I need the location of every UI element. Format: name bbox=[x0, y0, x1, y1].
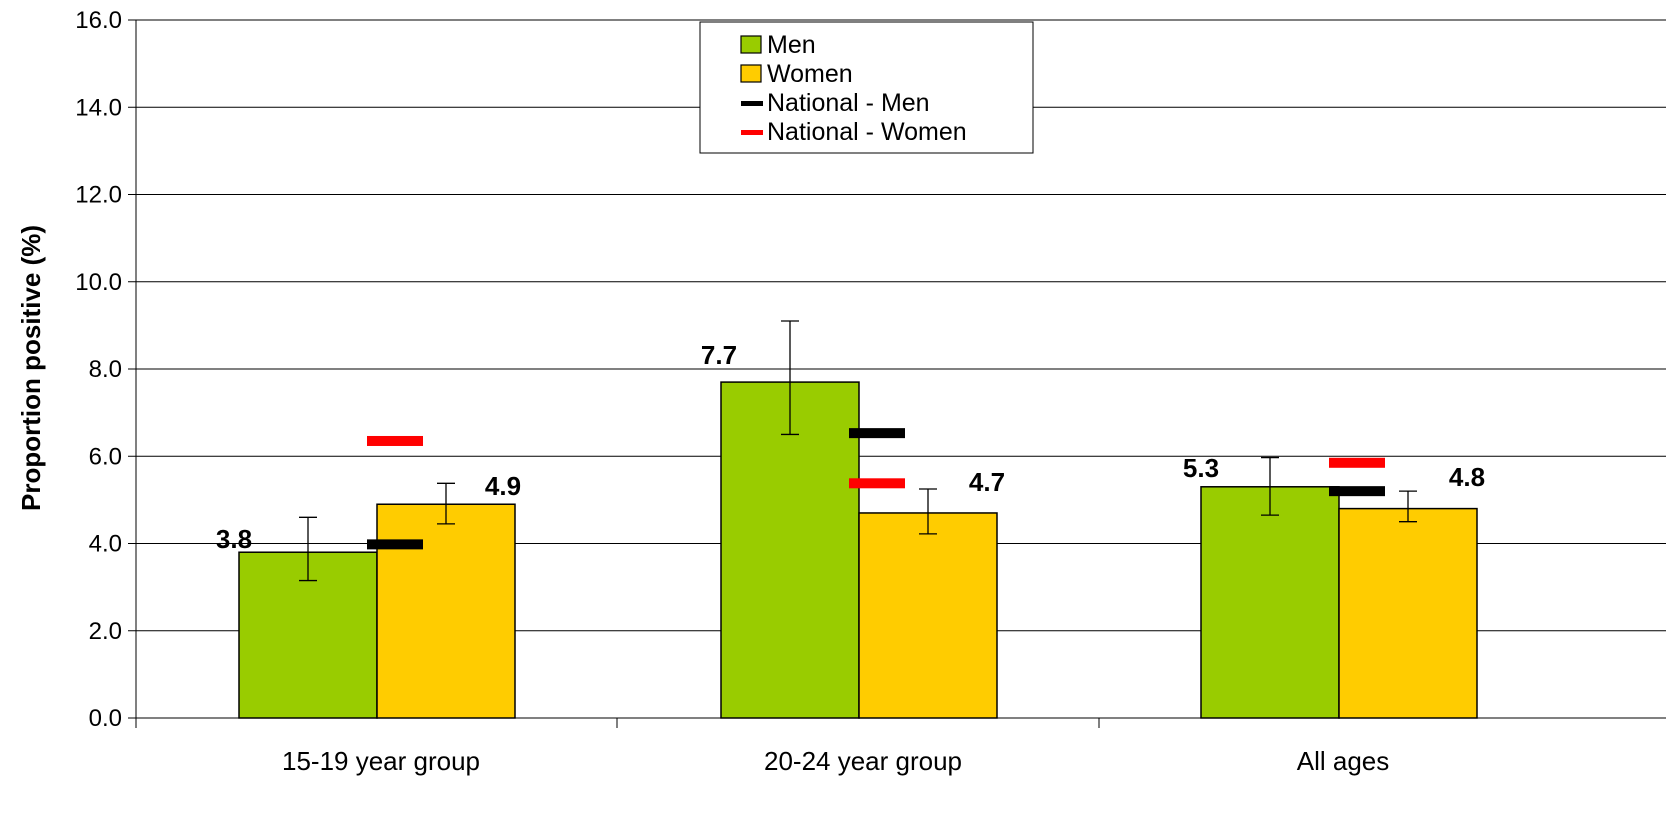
legend-label: Women bbox=[767, 60, 853, 88]
y-tick-label: 6.0 bbox=[89, 443, 122, 470]
y-tick-label: 2.0 bbox=[89, 618, 122, 645]
axes bbox=[135, 20, 1666, 728]
y-axis-title: Proportion positive (%) bbox=[16, 225, 46, 511]
y-tick-labels: 0.0 2.0 4.0 6.0 8.0 10.0 12.0 14.0 16.0 bbox=[75, 7, 122, 732]
data-label: 5.3 bbox=[1183, 453, 1219, 483]
category-labels: 15-19 year group 20-24 year group All ages bbox=[282, 746, 1389, 776]
y-tick-label: 14.0 bbox=[75, 94, 122, 121]
category-label: 15-19 year group bbox=[282, 746, 480, 776]
legend-label: National - Men bbox=[767, 89, 930, 117]
national-men-marker bbox=[367, 539, 423, 550]
category-label: 20-24 year group bbox=[764, 746, 962, 776]
error-bars bbox=[299, 320, 1417, 582]
legend-swatch bbox=[740, 64, 762, 83]
bar-men bbox=[720, 381, 860, 719]
bar-women bbox=[858, 512, 998, 719]
data-label: 4.8 bbox=[1449, 462, 1485, 492]
y-tick-label: 8.0 bbox=[89, 356, 122, 383]
y-tick-label: 10.0 bbox=[75, 269, 122, 296]
legend-swatch bbox=[740, 35, 762, 54]
data-label: 4.7 bbox=[969, 467, 1005, 497]
national-women-marker bbox=[367, 435, 423, 446]
data-label: 3.8 bbox=[216, 524, 252, 554]
data-label: 4.9 bbox=[485, 471, 521, 501]
national-markers bbox=[367, 428, 1385, 550]
category-label: All ages bbox=[1297, 746, 1390, 776]
bar-men bbox=[1200, 486, 1340, 719]
y-tick-label: 0.0 bbox=[89, 705, 122, 732]
bar-women bbox=[1338, 507, 1478, 719]
data-label: 7.7 bbox=[701, 340, 737, 370]
bar-women bbox=[376, 503, 516, 719]
national-men-marker bbox=[849, 428, 905, 439]
y-tick-label: 12.0 bbox=[75, 182, 122, 209]
y-tick-label: 16.0 bbox=[75, 7, 122, 34]
legend-swatch bbox=[741, 130, 763, 135]
national-women-marker bbox=[849, 478, 905, 489]
data-labels: 3.8 4.9 7.7 4.7 5.3 4.8 bbox=[216, 340, 1485, 554]
bars bbox=[238, 381, 1478, 719]
legend-swatch bbox=[741, 101, 763, 106]
legend-label: Men bbox=[767, 31, 816, 59]
legend-label: National - Women bbox=[767, 118, 967, 146]
national-women-marker bbox=[1329, 457, 1385, 468]
y-tick-label: 4.0 bbox=[89, 531, 122, 558]
national-men-marker bbox=[1329, 486, 1385, 497]
